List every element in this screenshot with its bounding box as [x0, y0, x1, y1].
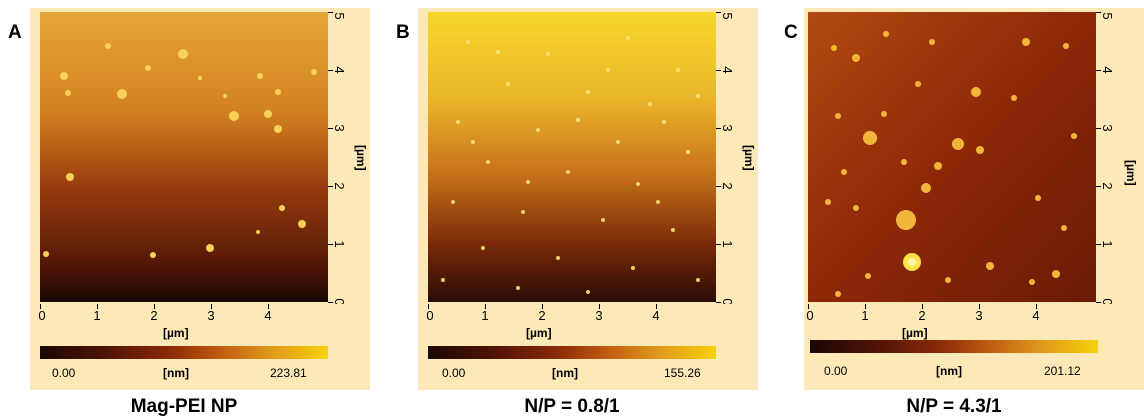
x-tick-label: 3 — [207, 308, 215, 323]
y-axis: 0 1 2 3 4 5 — [716, 12, 742, 306]
x-tick-label: 1 — [861, 308, 869, 323]
x-axis: 0 1 2 3 4 — [426, 304, 716, 332]
y-axis-unit: [µm] — [1124, 160, 1138, 186]
x-tick-label: 1 — [481, 308, 489, 323]
panel-caption: N/P = 0.8/1 — [524, 396, 620, 417]
x-tick-label: 2 — [918, 308, 926, 323]
y-tick-label: 3 — [332, 124, 348, 132]
y-tick-label: 5 — [720, 12, 736, 20]
colorbar-unit: [nm] — [936, 364, 962, 378]
height-colorbar — [428, 346, 716, 359]
x-tick-label: 2 — [150, 308, 158, 323]
height-colorbar — [40, 346, 328, 359]
y-tick-label: 1 — [332, 240, 348, 248]
colorbar-min-label: 0.00 — [824, 364, 848, 378]
x-tick-label: 4 — [652, 308, 660, 323]
afm-height-image — [808, 12, 1096, 302]
y-tick-label: 5 — [1100, 12, 1116, 20]
afm-height-image — [40, 12, 328, 302]
panel-b: B — [386, 0, 766, 419]
y-tick-label: 1 — [1100, 240, 1116, 248]
x-axis-unit: [µm] — [902, 326, 928, 340]
panel-letter: A — [8, 22, 22, 43]
y-axis: 0 1 2 3 4 5 — [1096, 12, 1122, 306]
colorbar-max-label: 155.26 — [664, 366, 701, 380]
y-tick-label: 5 — [332, 12, 348, 20]
colorbar-min-label: 0.00 — [442, 366, 466, 380]
x-tick-label: 0 — [38, 308, 46, 323]
y-tick-label: 4 — [332, 66, 348, 74]
y-axis-unit: [µm] — [354, 145, 368, 171]
colorbar-unit: [nm] — [163, 366, 189, 380]
x-tick-label: 3 — [595, 308, 603, 323]
x-tick-label: 0 — [426, 308, 434, 323]
x-tick-label: 4 — [264, 308, 272, 323]
x-axis: 0 1 2 3 4 — [806, 304, 1096, 332]
y-tick-label: 2 — [332, 182, 348, 190]
colorbar-max-label: 201.12 — [1044, 364, 1081, 378]
x-tick-label: 3 — [975, 308, 983, 323]
panel-a: A 0 — [0, 0, 380, 419]
y-axis-unit: [µm] — [742, 145, 756, 171]
colorbar-min-label: 0.00 — [52, 366, 76, 380]
y-tick-label: 2 — [720, 182, 736, 190]
x-tick-label: 2 — [538, 308, 546, 323]
y-tick-label: 3 — [1100, 124, 1116, 132]
afm-height-image — [428, 12, 716, 302]
x-axis: 0 1 2 3 4 — [38, 304, 328, 332]
panel-caption: N/P = 4.3/1 — [906, 396, 1002, 417]
x-tick-label: 1 — [93, 308, 101, 323]
y-tick-label: 2 — [1100, 182, 1116, 190]
panel-letter: B — [396, 22, 410, 43]
x-tick-label: 0 — [806, 308, 814, 323]
y-axis: 0 1 2 3 4 5 — [328, 12, 354, 306]
x-tick-label: 4 — [1032, 308, 1040, 323]
colorbar-unit: [nm] — [552, 366, 578, 380]
x-axis-unit: [µm] — [526, 326, 552, 340]
panel-caption: Mag-PEI NP — [130, 396, 238, 417]
panel-c: C — [764, 0, 1144, 419]
height-colorbar — [810, 340, 1098, 353]
x-axis-unit: [µm] — [163, 326, 189, 340]
colorbar-max-label: 223.81 — [270, 366, 307, 380]
y-tick-label: 4 — [1100, 66, 1116, 74]
y-tick-label: 4 — [720, 66, 736, 74]
y-tick-label: 1 — [720, 240, 736, 248]
y-tick-label: 3 — [720, 124, 736, 132]
panel-letter: C — [784, 22, 798, 43]
